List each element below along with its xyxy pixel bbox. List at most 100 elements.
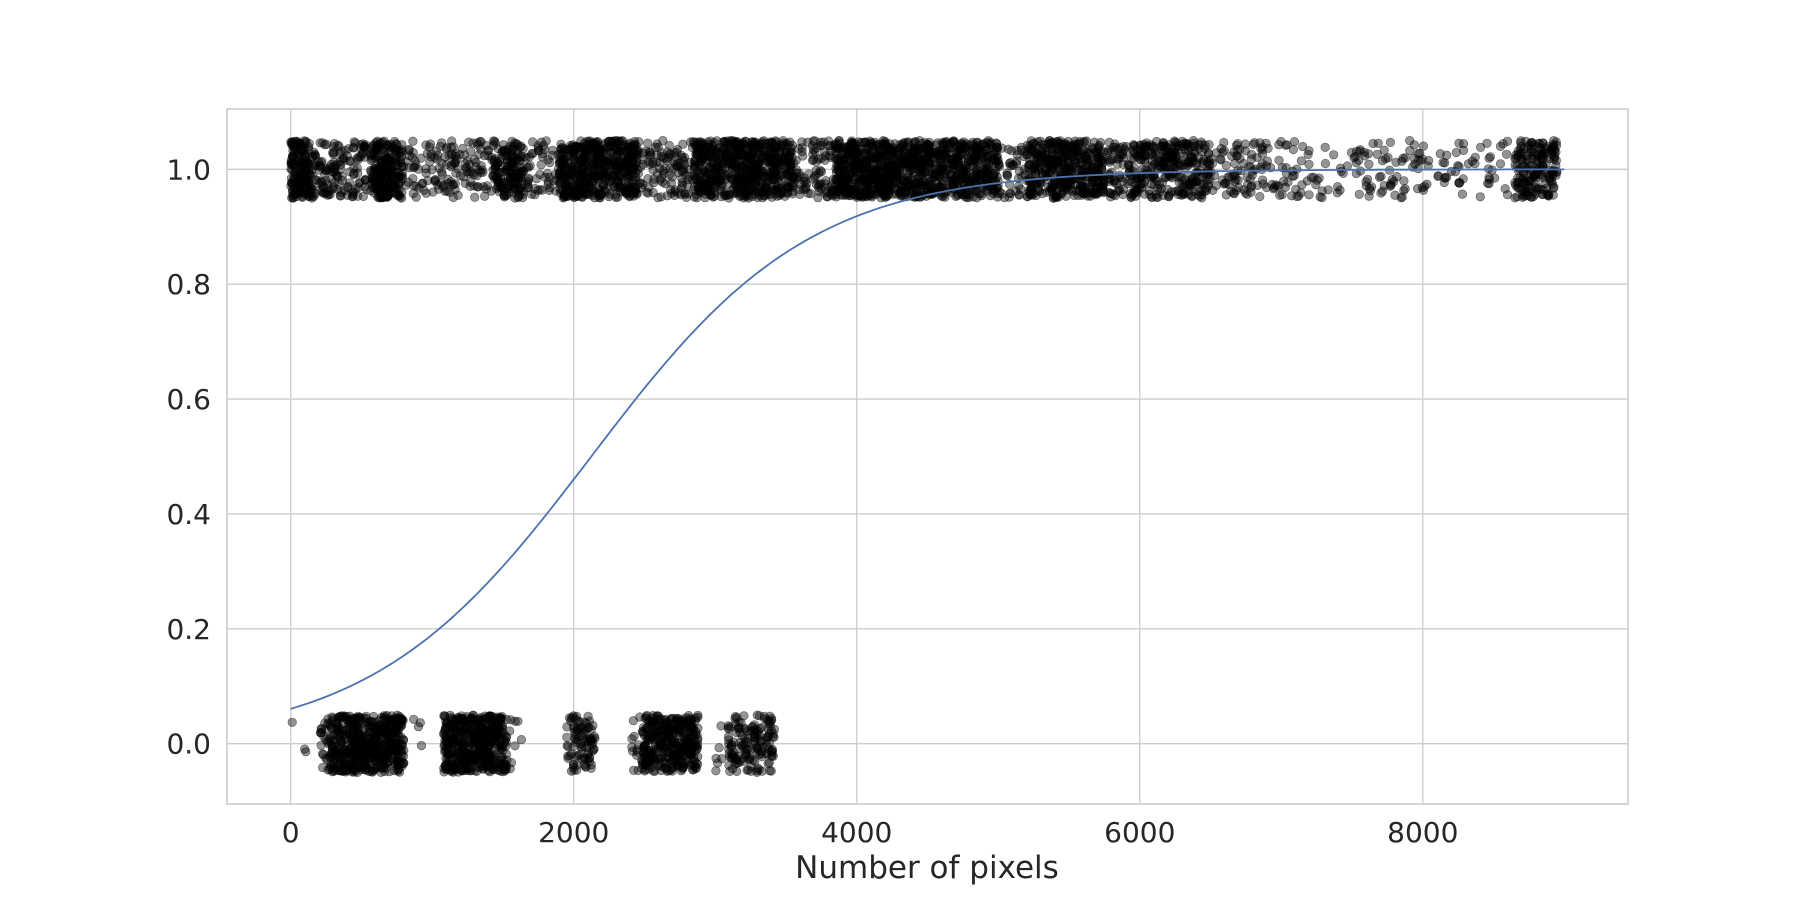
data-point xyxy=(466,147,476,157)
data-point xyxy=(574,155,585,165)
data-point xyxy=(354,152,364,162)
data-point xyxy=(900,187,911,197)
data-point xyxy=(454,734,464,744)
data-point xyxy=(347,192,358,202)
data-point xyxy=(752,710,762,720)
data-point xyxy=(749,731,759,741)
data-point xyxy=(839,169,850,179)
data-point xyxy=(516,734,527,745)
data-point xyxy=(752,176,762,186)
data-point xyxy=(491,732,501,742)
data-point xyxy=(653,743,664,754)
data-point xyxy=(336,164,346,174)
data-point xyxy=(723,732,734,742)
data-point xyxy=(638,159,648,169)
data-point xyxy=(653,761,663,771)
data-point xyxy=(508,184,518,194)
data-point xyxy=(681,192,692,202)
data-point xyxy=(356,741,367,751)
data-point xyxy=(328,149,339,159)
data-point xyxy=(656,148,667,158)
data-point xyxy=(951,156,961,166)
data-point xyxy=(752,766,762,776)
data-point xyxy=(644,182,654,192)
data-point xyxy=(307,185,317,195)
data-point xyxy=(470,192,480,202)
data-point xyxy=(726,151,736,161)
data-point xyxy=(341,748,351,759)
data-point xyxy=(327,748,337,758)
data-point xyxy=(704,163,714,173)
data-point xyxy=(819,147,830,157)
data-point xyxy=(320,718,330,728)
data-point xyxy=(438,182,448,192)
data-point xyxy=(924,143,934,153)
data-point xyxy=(661,714,671,724)
data-point xyxy=(843,150,853,160)
data-point xyxy=(898,139,908,149)
data-point xyxy=(629,731,639,742)
data-point xyxy=(297,192,307,202)
data-point xyxy=(726,741,737,751)
data-point xyxy=(374,167,385,177)
data-point xyxy=(318,762,328,773)
data-point xyxy=(353,761,363,772)
data-point xyxy=(286,181,296,191)
data-point xyxy=(489,758,500,768)
data-point xyxy=(643,138,653,148)
data-point xyxy=(692,175,702,185)
data-point xyxy=(725,189,735,199)
data-point xyxy=(762,715,772,725)
data-point xyxy=(374,715,385,725)
data-point xyxy=(333,172,343,182)
data-point xyxy=(413,722,424,732)
data-point xyxy=(394,767,405,777)
data-point xyxy=(758,145,768,155)
data-point xyxy=(371,724,381,734)
data-point xyxy=(518,166,528,176)
data-point xyxy=(460,755,471,766)
data-point xyxy=(994,159,1004,169)
data-point xyxy=(568,191,578,201)
data-point xyxy=(545,158,555,168)
data-point xyxy=(637,760,648,770)
data-point xyxy=(340,759,350,770)
data-point xyxy=(556,139,566,149)
data-point xyxy=(830,174,841,185)
data-point xyxy=(879,146,889,157)
data-point xyxy=(544,172,554,182)
data-point xyxy=(577,754,587,764)
data-point xyxy=(686,760,696,770)
data-point xyxy=(345,719,355,729)
data-point xyxy=(936,154,946,164)
data-point xyxy=(729,161,739,171)
data-point xyxy=(755,741,765,751)
data-point xyxy=(733,758,744,768)
data-point xyxy=(678,139,688,149)
data-point xyxy=(888,169,899,179)
data-point xyxy=(408,136,418,146)
data-point xyxy=(1011,186,1021,196)
data-point xyxy=(409,181,419,191)
data-point xyxy=(714,743,724,753)
data-point xyxy=(390,155,400,165)
data-point xyxy=(970,186,981,196)
data-point xyxy=(574,170,584,180)
data-point xyxy=(869,189,879,199)
data-point xyxy=(656,192,666,202)
data-point xyxy=(670,724,681,735)
data-point xyxy=(691,137,702,147)
data-point xyxy=(392,745,403,755)
data-point xyxy=(382,730,393,740)
data-point xyxy=(347,740,357,750)
data-point xyxy=(924,180,935,190)
data-point xyxy=(723,723,733,733)
data-point xyxy=(947,143,958,153)
data-point xyxy=(369,763,379,773)
data-point xyxy=(776,170,787,180)
data-point xyxy=(712,136,722,146)
data-point xyxy=(297,177,307,188)
data-point xyxy=(874,179,884,189)
data-point xyxy=(411,192,421,202)
data-point xyxy=(602,187,612,197)
